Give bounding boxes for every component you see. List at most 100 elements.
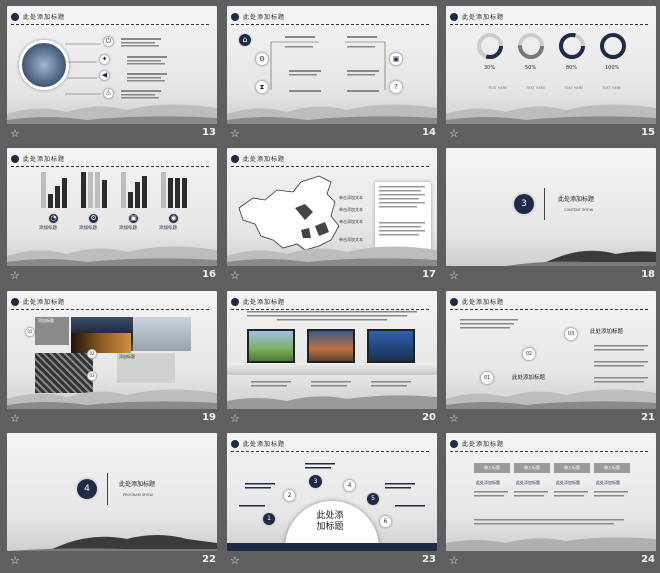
map-label: 单击添加文本 xyxy=(339,207,363,212)
process-arrow: 输入标题 xyxy=(554,463,590,473)
column-heading: 此处添加标题 xyxy=(516,480,540,485)
slide-header: 此处添加标题 xyxy=(11,11,209,25)
gears-icon: ⚙ xyxy=(89,214,98,223)
slide-header: 此处添加标题 xyxy=(450,11,648,25)
slide-footer: ☆ 18 xyxy=(446,268,656,288)
briefcase-icon: ▣ xyxy=(129,214,138,223)
map-label: 单击添加文本 xyxy=(339,219,363,224)
step-circle: 2 xyxy=(283,489,296,502)
section-subtitle: CONTENT SHOW xyxy=(564,208,594,212)
slide-header: 此处添加标题 xyxy=(11,296,209,310)
slide-canvas: 此处添加标题 ⌂ ⚙ ⧗ ▣ ? xyxy=(227,6,437,124)
slide-footer: ☆ 14 xyxy=(227,126,437,146)
step-circle: 03 xyxy=(564,327,578,341)
slide-footer: ☆ 16 xyxy=(7,268,217,288)
caption-box xyxy=(117,353,175,383)
ink-mountain-backdrop xyxy=(7,104,217,124)
bar-group xyxy=(41,172,71,208)
tag-icon: ⌂ xyxy=(239,34,251,46)
step-heading: 此处添加标题 xyxy=(590,329,624,335)
slide-canvas: 此处添加标题 ⏻ ✦ ◀ ⚠ xyxy=(7,6,217,124)
ink-mountain-backdrop xyxy=(446,537,656,551)
slide-canvas: 此处添加标题 30% 50% 80% 100% TEXT HERE TEXT H… xyxy=(446,6,656,124)
question-icon: ? xyxy=(389,80,403,94)
star-icon[interactable]: ☆ xyxy=(10,269,20,282)
star-icon[interactable]: ☆ xyxy=(10,412,20,425)
warning-icon: ⚠ xyxy=(103,88,114,99)
ink-mountain-backdrop xyxy=(7,535,217,551)
city-photo xyxy=(133,317,191,351)
briefcase-icon: ▣ xyxy=(389,52,403,66)
star-icon[interactable]: ☆ xyxy=(449,554,459,567)
ink-mountain-backdrop xyxy=(227,104,437,124)
star-icon[interactable]: ☆ xyxy=(230,554,240,567)
star-icon[interactable]: ☆ xyxy=(449,269,459,282)
text-card xyxy=(375,182,431,256)
section-heading: 此处添加标题 xyxy=(558,196,595,203)
header-dot-icon xyxy=(231,440,239,448)
star-icon[interactable]: ☆ xyxy=(449,127,459,140)
column-heading: 此处添加标题 xyxy=(596,480,620,485)
slide-header: 此处添加标题 xyxy=(231,438,429,452)
pie-icon: ◔ xyxy=(49,214,58,223)
slide-number: 17 xyxy=(422,269,436,280)
ink-mountain-backdrop xyxy=(227,395,437,409)
star-icon[interactable]: ☆ xyxy=(230,269,240,282)
night-photo xyxy=(71,333,131,353)
header-rule xyxy=(231,166,429,167)
step-circle: 3 xyxy=(309,475,322,488)
slide-header: 此处添加标题 xyxy=(231,296,429,310)
column-caption: 添加标题 xyxy=(119,226,137,231)
slide-header: 此处添加标题 xyxy=(450,438,648,452)
header-dot-icon xyxy=(450,440,458,448)
bar-group xyxy=(161,172,191,208)
lightbulb-icon: ✦ xyxy=(99,54,110,65)
slide-title: 此处添加标题 xyxy=(243,299,286,306)
slide-footer: ☆ 21 xyxy=(446,411,656,431)
laptop-screen-landscape xyxy=(247,329,295,363)
section-subtitle: PROGRAM SHOW xyxy=(123,493,153,497)
bottom-bar xyxy=(227,543,437,551)
slide-canvas: 此处添加标题 输入标题 输入标题 输入标题 输入标题 此处添加标题 此处添加标题… xyxy=(446,433,656,551)
ink-mountain-backdrop xyxy=(7,389,217,409)
column-caption: 添加标题 xyxy=(159,226,177,231)
slide-canvas: 此处添加标题 单击添加文本 单击添加文本 单击添加文本 单击添加文本 xyxy=(227,148,437,266)
slide-footer: ☆ 17 xyxy=(227,268,437,288)
slide-number: 16 xyxy=(202,269,216,280)
divider-line xyxy=(107,473,108,505)
ink-mountain-backdrop xyxy=(7,246,217,266)
step-badge: 01 xyxy=(25,327,35,337)
column-caption: 添加标题 xyxy=(79,226,97,231)
star-icon[interactable]: ☆ xyxy=(10,127,20,140)
slide-header: 此处添加标题 xyxy=(231,153,429,167)
slide-title: 此处添加标题 xyxy=(243,156,286,163)
gears-icon: ⚙ xyxy=(255,52,269,66)
header-rule xyxy=(450,24,648,25)
process-arrow: 输入标题 xyxy=(474,463,510,473)
star-icon[interactable]: ☆ xyxy=(230,412,240,425)
slide-number: 22 xyxy=(202,554,216,565)
step-badge: 03 xyxy=(87,371,97,381)
star-icon[interactable]: ☆ xyxy=(230,127,240,140)
step-circle: 4 xyxy=(343,479,356,492)
slide-canvas: 3 此处添加标题 CONTENT SHOW xyxy=(446,148,656,266)
legend-item: TEXT HERE xyxy=(526,86,546,90)
ink-mountain-backdrop xyxy=(227,246,437,266)
body-text-lines xyxy=(594,345,648,383)
star-icon[interactable]: ☆ xyxy=(10,554,20,567)
slide-footer: ☆ 23 xyxy=(227,553,437,573)
star-icon[interactable]: ☆ xyxy=(449,412,459,425)
header-dot-icon xyxy=(231,298,239,306)
ink-mountain-backdrop xyxy=(506,250,656,266)
slide-canvas: 4 此处添加标题 PROGRAM SHOW xyxy=(7,433,217,551)
header-dot-icon xyxy=(11,13,19,21)
slide-header: 此处添加标题 xyxy=(11,153,209,167)
header-rule xyxy=(231,451,429,452)
percent-100: 100% xyxy=(605,65,620,71)
flow-diagram xyxy=(270,36,386,92)
slide-title: 此处添加标题 xyxy=(23,299,66,306)
caption-label: 添加标题 xyxy=(119,354,135,359)
slide-number: 13 xyxy=(202,127,216,138)
laptop-shelf xyxy=(227,363,437,375)
ink-mountain-backdrop xyxy=(446,389,656,409)
